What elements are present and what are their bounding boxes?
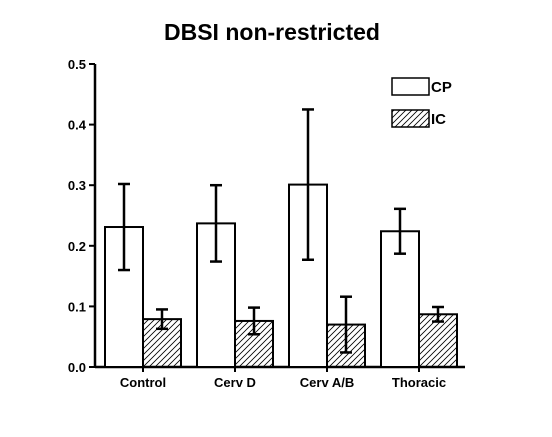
legend: CP IC bbox=[391, 77, 452, 128]
y-tick-label: 0.3 bbox=[68, 178, 86, 193]
legend-label-ic: IC bbox=[431, 111, 446, 128]
y-tick-label: 0.2 bbox=[68, 239, 86, 254]
x-tick-label: Thoracic bbox=[392, 375, 446, 390]
legend-label-cp: CP bbox=[431, 79, 452, 96]
x-tick-label: Cerv D bbox=[214, 375, 256, 390]
legend-swatch-ic bbox=[391, 109, 430, 128]
plot-area: 0.0 0.1 0.2 0.3 0.4 0.5 Control Cerv D Cerv A/B T… bbox=[68, 57, 465, 390]
bar-ic bbox=[418, 313, 458, 369]
legend-swatch-cp bbox=[391, 77, 430, 96]
y-tick-label: 0.1 bbox=[68, 299, 86, 314]
x-tick-label: Cerv A/B bbox=[300, 375, 354, 390]
x-tick-label: Control bbox=[120, 375, 166, 390]
chart-title: DBSI non-restricted bbox=[164, 19, 380, 45]
y-tick-label: 0.0 bbox=[68, 360, 86, 375]
y-tick-label: 0.5 bbox=[68, 57, 86, 72]
y-tick-label: 0.4 bbox=[68, 118, 87, 133]
